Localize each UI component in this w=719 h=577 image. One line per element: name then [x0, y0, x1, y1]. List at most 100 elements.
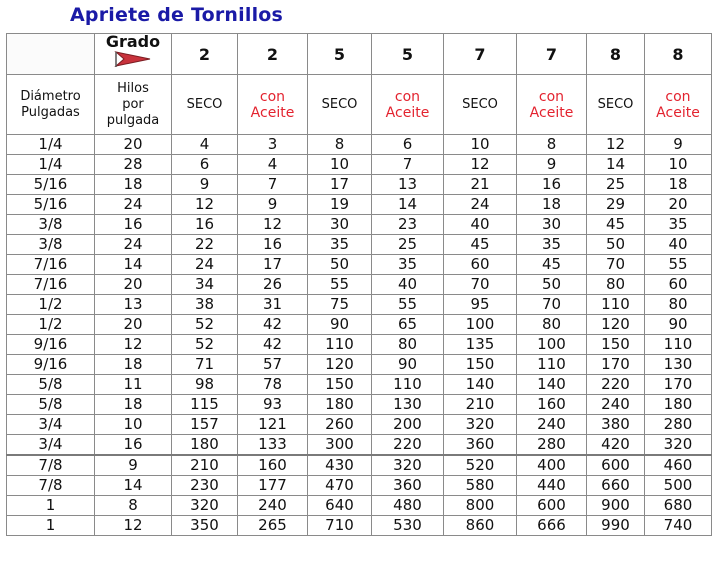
threads-cell: 12 [94, 334, 172, 355]
torque-value-cell: 35 [371, 254, 444, 275]
torque-value-cell: 52 [171, 314, 238, 335]
torque-value-cell: 110 [644, 334, 712, 355]
torque-value-cell: 55 [644, 254, 712, 275]
condition-label: Aceite [656, 104, 700, 121]
grade-value: 2 [237, 33, 308, 75]
torque-value-cell: 480 [371, 495, 444, 516]
torque-value-cell: 160 [516, 394, 587, 415]
torque-value-cell: 16 [171, 214, 238, 235]
table-row: 5/8 11 98 78 150 110 140 140 220 170 [6, 374, 712, 395]
torque-value-cell: 680 [644, 495, 712, 516]
torque-value-cell: 57 [237, 354, 308, 375]
condition-label: Aceite [385, 104, 430, 121]
table-row: 1/4 20 4 3 8 6 10 8 12 9 [6, 134, 712, 155]
torque-value-cell: 150 [586, 334, 645, 355]
diameter-cell: 7/16 [6, 274, 95, 295]
grade-label-cell: Grado [94, 33, 172, 75]
threads-cell: 14 [94, 254, 172, 275]
diameter-cell: 3/8 [6, 234, 95, 255]
torque-value-cell: 24 [443, 194, 517, 215]
torque-value-cell: 10 [443, 134, 517, 155]
torque-value-cell: 320 [644, 434, 712, 456]
torque-value-cell: 35 [307, 234, 372, 255]
condition-label: SECO [597, 96, 634, 112]
torque-value-cell: 45 [516, 254, 587, 275]
condition-label: SECO [186, 96, 223, 112]
torque-value-cell: 900 [586, 495, 645, 516]
diameter-cell: 7/8 [6, 454, 95, 476]
table-row: 3/4 10 157 121 260 200 320 240 380 280 [6, 414, 712, 435]
table-row: 5/16 24 12 9 19 14 24 18 29 20 [6, 194, 712, 215]
torque-value-cell: 440 [516, 475, 587, 496]
torque-value-cell: 12 [171, 194, 238, 215]
page-title: Apriete de Tornillos [70, 4, 284, 26]
torque-value-cell: 60 [443, 254, 517, 275]
torque-value-cell: 18 [644, 174, 712, 195]
torque-value-cell: 78 [237, 374, 308, 395]
torque-table: Grado 2 2 5 5 7 7 8 8 Diámetro Pulgadas … [6, 33, 712, 536]
torque-value-cell: 200 [371, 414, 444, 435]
torque-value-cell: 110 [307, 334, 372, 355]
torque-value-cell: 150 [307, 374, 372, 395]
torque-value-cell: 260 [307, 414, 372, 435]
torque-value-cell: 150 [443, 354, 517, 375]
threads-cell: 28 [94, 154, 172, 175]
diameter-cell: 9/16 [6, 334, 95, 355]
torque-value-cell: 29 [586, 194, 645, 215]
torque-value-cell: 26 [237, 274, 308, 295]
corner-cell [6, 33, 95, 75]
torque-value-cell: 14 [586, 154, 645, 175]
torque-value-cell: 121 [237, 414, 308, 435]
threads-cell: 12 [94, 515, 172, 536]
torque-value-cell: 210 [171, 454, 238, 476]
threads-cell: 16 [94, 434, 172, 456]
flag-icon [114, 51, 151, 67]
torque-value-cell: 50 [516, 274, 587, 295]
torque-value-cell: 90 [307, 314, 372, 335]
torque-value-cell: 140 [443, 374, 517, 395]
torque-value-cell: 70 [516, 294, 587, 315]
torque-value-cell: 100 [516, 334, 587, 355]
torque-value-cell: 80 [586, 274, 645, 295]
diameter-header-line2: Pulgadas [21, 104, 80, 120]
torque-value-cell: 70 [443, 274, 517, 295]
condition-label: Aceite [250, 104, 295, 121]
torque-value-cell: 470 [307, 475, 372, 496]
grade-value: 7 [443, 33, 517, 75]
condition-dry: SECO [443, 74, 517, 135]
torque-value-cell: 320 [371, 454, 444, 476]
torque-value-cell: 300 [307, 434, 372, 456]
torque-value-cell: 990 [586, 515, 645, 536]
table-row: 7/8 9 210 160 430 320 520 400 600 460 [6, 454, 712, 476]
torque-value-cell: 40 [371, 274, 444, 295]
condition-label: con [538, 88, 565, 105]
diameter-cell: 1 [6, 515, 95, 536]
torque-value-cell: 100 [443, 314, 517, 335]
torque-value-cell: 800 [443, 495, 517, 516]
torque-value-cell: 220 [586, 374, 645, 395]
torque-value-cell: 50 [586, 234, 645, 255]
torque-value-cell: 3 [237, 134, 308, 155]
condition-label: SECO [321, 96, 358, 112]
torque-value-cell: 8 [516, 134, 587, 155]
diameter-cell: 5/16 [6, 194, 95, 215]
torque-value-cell: 80 [516, 314, 587, 335]
grade-label: Grado [105, 33, 161, 51]
torque-value-cell: 170 [586, 354, 645, 375]
torque-value-cell: 240 [516, 414, 587, 435]
grade-value: 2 [171, 33, 238, 75]
torque-value-cell: 320 [171, 495, 238, 516]
condition-label: SECO [462, 96, 498, 112]
diameter-header: Diámetro Pulgadas [6, 74, 95, 135]
torque-value-cell: 177 [237, 475, 308, 496]
torque-value-cell: 110 [371, 374, 444, 395]
torque-value-cell: 710 [307, 515, 372, 536]
table-row: 3/4 16 180 133 300 220 360 280 420 320 [6, 434, 712, 456]
table-row: 5/8 18 115 93 180 130 210 160 240 180 [6, 394, 712, 415]
torque-value-cell: 4 [171, 134, 238, 155]
threads-cell: 20 [94, 134, 172, 155]
torque-value-cell: 93 [237, 394, 308, 415]
diameter-cell: 7/16 [6, 254, 95, 275]
diameter-cell: 3/4 [6, 414, 95, 435]
torque-value-cell: 9 [171, 174, 238, 195]
